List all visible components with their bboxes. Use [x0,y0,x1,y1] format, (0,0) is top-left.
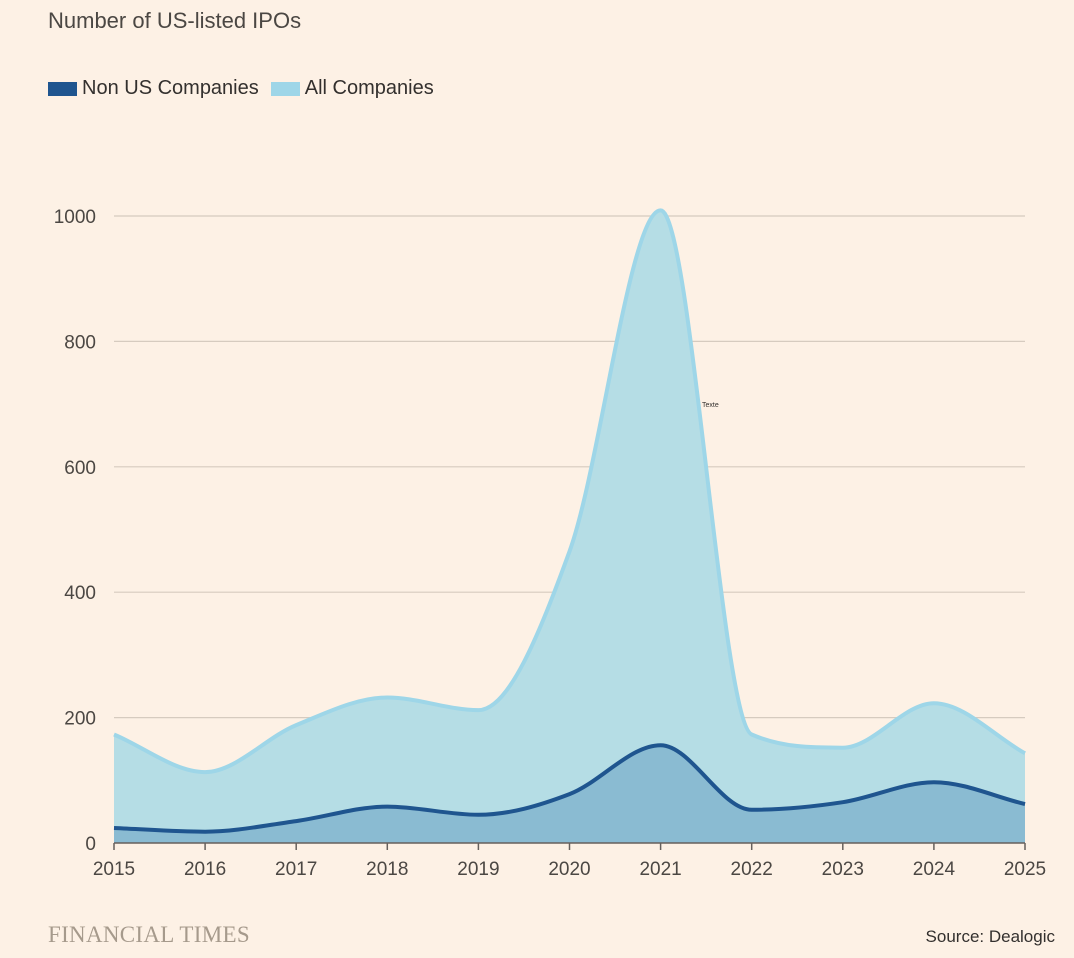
legend-swatch-all [270,81,300,96]
legend-label-all: All Companies [304,77,434,99]
financial-times-logo: FINANCIAL TIMES [48,922,250,947]
annotations: Texte [702,402,719,409]
x-tick-label: 2023 [822,859,864,880]
legend: Non US Companies All Companies [48,77,446,100]
y-tick-label: 400 [64,583,96,604]
area-line-all-companies [113,208,1026,775]
y-tick-label: 200 [64,709,96,730]
y-tick-label: 1000 [54,207,96,228]
area-line-non-us-companies [113,743,1026,834]
x-tick-label: 2021 [639,859,681,880]
y-tick-label: 0 [85,834,96,855]
area-fill-all-companies [114,210,1025,843]
annotation-text: Texte [702,402,719,409]
legend-label-non-us: Non US Companies [82,77,259,99]
x-tick-label: 2018 [366,859,408,880]
area-series [113,208,1026,843]
chart-title: Number of US-listed IPOs [48,8,302,33]
x-tick-label: 2022 [731,859,773,880]
x-tick-label: 2017 [275,859,317,880]
y-tick-label: 600 [64,458,96,479]
x-tick-label: 2024 [913,859,956,880]
x-tick-label: 2019 [457,859,499,880]
axes [113,842,1026,850]
tick-labels: 0 200 400 600 800 1000 2015 2016 2017 2018 2019 202… [54,207,1046,880]
x-tick-label: 2016 [184,859,226,880]
y-tick-label: 800 [64,332,96,353]
legend-item-non-us: Non US Companies [48,77,259,100]
x-tick-label: 2025 [1004,859,1046,880]
legend-swatch-non-us [48,81,77,96]
x-tick-label: 2020 [548,859,590,880]
source-note: Source: Dealogic [925,927,1055,946]
legend-item-all: All Companies [270,77,434,100]
x-tick-label: 2015 [93,859,135,880]
